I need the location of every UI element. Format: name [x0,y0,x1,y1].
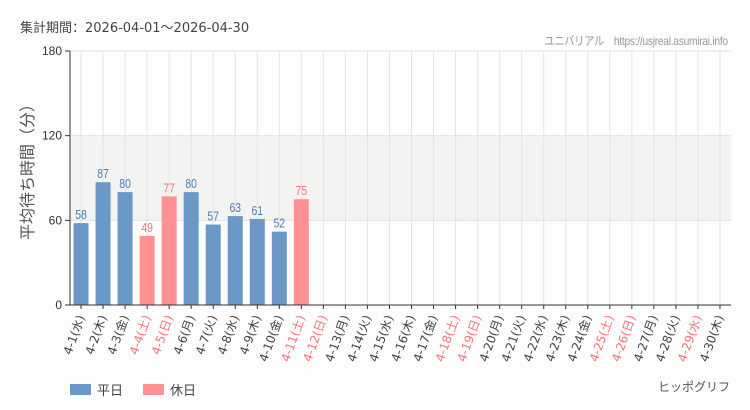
bar[interactable] [73,223,89,305]
site-credit: ユニバリアル https://usjreal.asumirai.info [544,34,729,48]
y-tick-label: 0 [55,298,62,312]
y-tick-label: 60 [49,213,63,227]
legend-label-weekday: 平日 [97,384,124,399]
bar[interactable] [161,196,177,305]
legend: 平日 休日 [70,380,196,399]
bar-value-label: 87 [97,167,109,181]
y-tick-label: 120 [42,129,62,143]
bar-value-label: 58 [75,208,87,222]
weekday-swatch [70,384,91,395]
bar[interactable] [227,216,243,305]
bar[interactable] [117,192,133,305]
bar[interactable] [271,231,287,305]
bar[interactable] [249,218,265,305]
bar[interactable] [95,182,111,305]
bar-value-label: 63 [229,201,241,215]
shaded-band [70,135,731,221]
bar[interactable] [139,235,155,305]
bar-value-label: 61 [251,204,263,218]
bar-value-label: 52 [274,217,286,231]
bar[interactable] [183,192,199,305]
bar[interactable] [293,199,309,305]
legend-label-holiday: 休日 [170,384,197,399]
bar-value-label: 80 [119,177,131,191]
bar-value-label: 49 [141,221,153,235]
period-label: 集計期間：2026-04-01～2026-04-30 [20,21,250,36]
bar-value-label: 75 [296,184,308,198]
attraction-name: ヒッポグリフ [657,380,730,394]
bar-value-label: 77 [163,181,175,195]
bar-value-label: 57 [207,210,219,224]
y-tick-label: 180 [42,44,62,58]
holiday-swatch [143,384,165,395]
bar-value-label: 80 [185,177,197,191]
legend-item-weekday[interactable]: 平日 [70,380,123,399]
bar[interactable] [205,224,221,305]
legend-item-holiday[interactable]: 休日 [143,380,196,399]
